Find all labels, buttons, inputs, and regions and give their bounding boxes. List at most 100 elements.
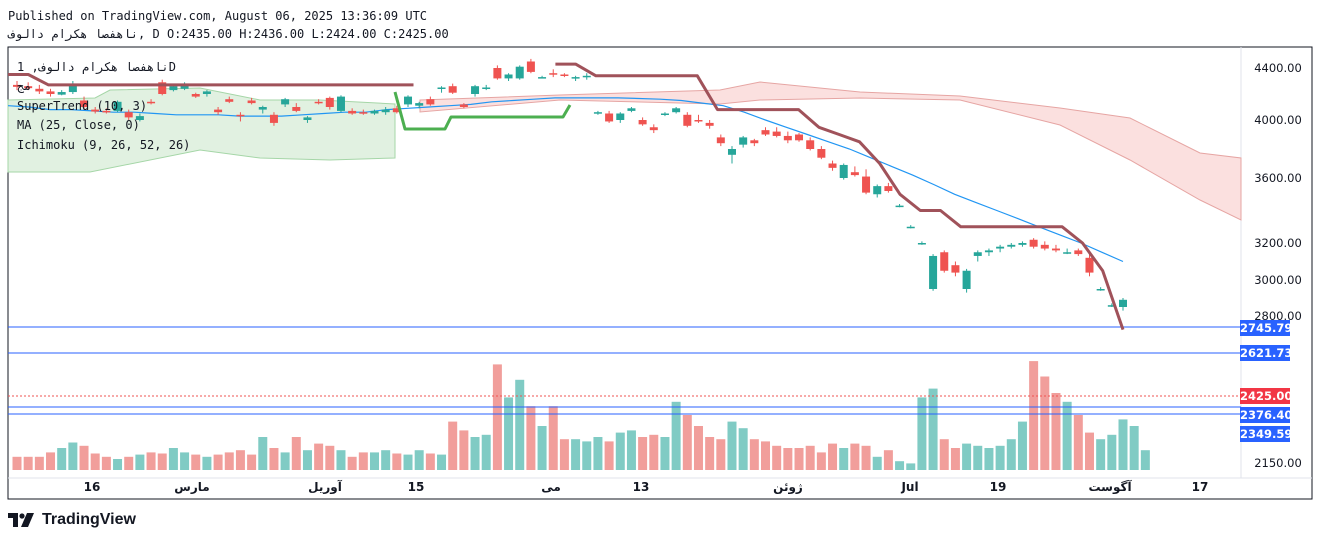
candle-body [549, 73, 558, 75]
volume-bar [839, 448, 849, 470]
candle-body [426, 99, 435, 105]
volume-bar [939, 439, 949, 470]
time-axis-tick: 16 [84, 480, 101, 494]
volume-bar [794, 448, 804, 470]
candle-body [929, 255, 938, 289]
candle-body [783, 135, 792, 141]
candle-body [772, 131, 781, 136]
candle-body [336, 96, 345, 111]
candle-body [973, 252, 982, 256]
volume-bar [682, 415, 692, 470]
candle-body [951, 265, 960, 273]
volume-bar [671, 401, 681, 470]
chart-frame [7, 46, 1313, 500]
candle-body [817, 149, 826, 158]
volume-bar [772, 445, 782, 470]
volume-bar [872, 456, 882, 470]
candle-body [940, 252, 949, 271]
legend-title[interactable]: ناهفصا هکرام دالوف, 1D [17, 60, 176, 74]
volume-bar [828, 443, 838, 470]
time-axis-tick: Jul [900, 480, 918, 494]
price-axis-tick: 3200.00 [1254, 236, 1302, 250]
volume-bar [1062, 401, 1072, 470]
volume-bar [392, 453, 402, 470]
price-axis-tick: 4000.00 [1254, 113, 1302, 127]
candle-body [806, 140, 815, 149]
candle-body [616, 113, 625, 120]
time-axis-tick: می [541, 480, 561, 494]
candle-body [873, 186, 882, 195]
legend-ichimoku[interactable]: Ichimoku (9, 26, 52, 26) [17, 138, 191, 152]
volume-bar [1006, 439, 1016, 470]
volume-bar [783, 448, 793, 470]
volume-bar [481, 434, 491, 470]
candle-body [1119, 299, 1127, 307]
published-info: Published on TradingView.com, August 06,… [8, 9, 428, 23]
symbol-ohlc-line: ناهفصا هکرام دالوف, D O:2435.00 H:2436.0… [8, 27, 449, 41]
volume-bar [705, 437, 715, 470]
candle-body [996, 246, 1005, 249]
candle-body [325, 97, 334, 107]
candlesticks [13, 58, 1127, 311]
candle-body [91, 109, 100, 112]
tradingview-logo[interactable]: TradingView [8, 511, 136, 529]
candle-body [370, 110, 379, 114]
candle-body [314, 101, 323, 104]
volume-bar [548, 406, 558, 470]
legend-ma[interactable]: MA (25, Close, 0) [17, 118, 140, 132]
supertrend-bear-segment-2 [555, 62, 1125, 331]
candle-body [225, 99, 234, 102]
volume-bar [626, 430, 636, 470]
candle-body [582, 75, 591, 78]
price-axis: 4400.00 4000.00 3600.00 3200.00 3000.00 2800.… [1254, 61, 1302, 470]
candle-body [202, 91, 211, 94]
volume-bar [90, 453, 100, 470]
volume-bar [962, 443, 972, 470]
volume-bar [79, 445, 89, 470]
legend-supertrend[interactable]: SuperTrend (10, 3) [17, 99, 148, 113]
volume-bar [191, 454, 201, 470]
tradingview-logo-icon [8, 513, 34, 527]
candle-body [727, 149, 736, 155]
volume-bar [46, 452, 56, 470]
volume-bar [582, 441, 592, 470]
candle-body [359, 112, 368, 114]
candle-body [1018, 243, 1027, 245]
candle-body [247, 100, 256, 104]
volume-bar [269, 448, 279, 470]
candle-body [191, 94, 200, 97]
candle-body [448, 86, 457, 93]
volume-bar [1073, 415, 1083, 470]
price-tag-label: 2745.79 [1240, 321, 1293, 335]
candle-body [750, 140, 759, 144]
price-tag-2376: 2376.40 [1240, 407, 1293, 423]
candle-body [214, 109, 223, 113]
time-axis-tick: 19 [990, 480, 1007, 494]
candle-body [884, 186, 893, 191]
candle-body [269, 114, 278, 123]
volume-bar [302, 450, 312, 470]
volume-bar [180, 452, 190, 470]
volume-bar [660, 437, 670, 470]
supertrend-bull-segment [393, 91, 572, 131]
volume-bar [883, 450, 893, 470]
price-tag-current: 2425.00 [1240, 388, 1292, 404]
candle-body [113, 101, 122, 111]
candle-body [348, 110, 357, 114]
price-tag-label: 2376.40 [1240, 408, 1293, 422]
price-axis-tick: 4400.00 [1254, 61, 1302, 75]
candle-body [694, 120, 703, 122]
volume-bar [1051, 393, 1061, 470]
volume-bar [202, 456, 212, 470]
volume-bar [1096, 439, 1106, 470]
volume-bar [23, 456, 33, 470]
volume-bar [57, 448, 67, 470]
price-tag-label: 2621.73 [1240, 346, 1293, 360]
volume-bar [403, 454, 413, 470]
volume-bar [816, 452, 826, 470]
candle-body [169, 86, 178, 91]
candle-body [57, 92, 66, 95]
volume-bar [369, 452, 379, 470]
